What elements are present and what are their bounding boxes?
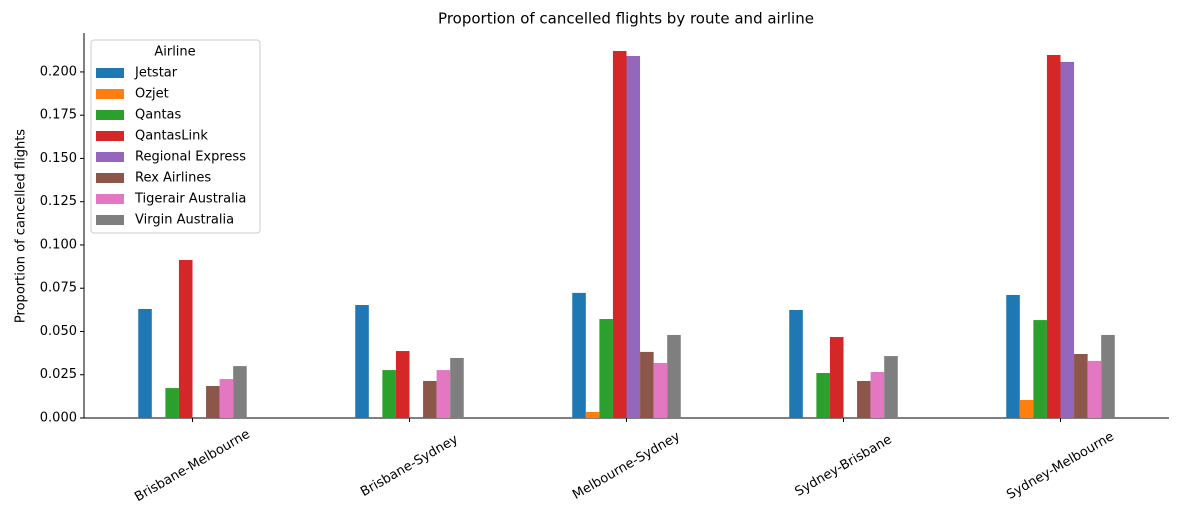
bar [355,305,369,418]
bar [612,50,627,418]
bar [1033,320,1047,418]
legend-swatch [96,131,124,141]
bar [1101,334,1115,418]
legend-swatch [96,68,124,78]
bar [1006,294,1020,418]
bar [585,411,600,418]
bar [572,292,586,418]
bar [884,356,898,418]
legend-swatch [96,173,124,183]
x-tick-label: Brisbane-Sydney [358,432,461,500]
y-tick-label: 0.125 [40,194,77,209]
x-tick-label: Sydney-Melbourne [1004,429,1116,503]
bar [626,56,641,418]
bar [450,357,464,418]
legend-swatch [96,152,124,162]
legend-swatch [96,194,124,204]
legend-label: QantasLink [135,129,208,144]
bar [233,366,247,418]
bar [870,371,885,418]
bar [653,362,668,418]
legend-box [90,39,261,234]
legend-label: Virgin Australia [135,213,234,228]
x-tick-label: Brisbane-Melbourne [132,427,252,505]
bar [829,337,844,418]
y-tick-label: 0.050 [40,324,77,339]
bar [816,373,830,418]
y-tick-label: 0.200 [40,64,77,79]
y-tick-label: 0.025 [40,367,77,382]
bar [599,319,613,418]
legend-label: Rex Airlines [135,171,211,186]
bar [857,380,871,418]
bar [138,308,152,418]
legend-label: Qantas [135,108,182,123]
chart-title: Proportion of cancelled flights by route… [438,10,814,28]
y-tick-label: 0.150 [40,151,77,166]
y-tick-label: 0.175 [40,108,77,123]
bar [1046,54,1061,418]
y-axis-label: Proportion of cancelled flights [14,129,29,323]
legend-swatch [96,215,124,225]
bar [219,379,234,418]
bar [1087,360,1102,418]
bar [382,370,396,418]
bar [1060,61,1075,418]
legend-swatch [96,110,124,120]
bar [789,310,803,418]
y-tick-label: 0.100 [40,237,77,252]
x-tick-label: Sydney-Brisbane [792,432,894,500]
bar [667,334,681,418]
y-tick-label: 0.000 [40,411,77,426]
bar [1074,353,1088,418]
bar [423,380,437,418]
bar [165,388,179,418]
legend-label: Regional Express [135,150,246,165]
bar [178,260,193,418]
bar [1019,400,1034,418]
legend-label: Ozjet [135,87,169,102]
bar [436,370,451,418]
y-tick-label: 0.075 [40,281,77,296]
legend-label: Jetstar [134,66,178,81]
bar [395,351,410,418]
legend-title: Airline [154,45,195,60]
x-tick-label: Melbourne-Sydney [570,429,683,503]
bar [206,385,220,418]
legend-label: Tigerair Australia [134,192,246,207]
bar [640,351,654,418]
legend-swatch [96,89,124,99]
